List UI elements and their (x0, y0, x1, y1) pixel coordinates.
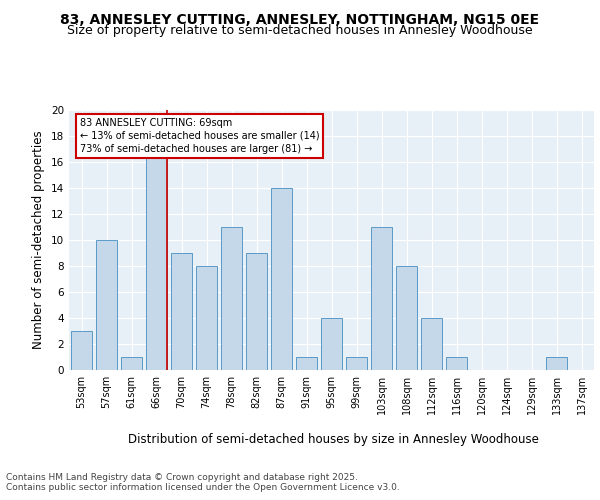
Text: 83 ANNESLEY CUTTING: 69sqm
← 13% of semi-detached houses are smaller (14)
73% of: 83 ANNESLEY CUTTING: 69sqm ← 13% of semi… (79, 118, 319, 154)
Text: 83, ANNESLEY CUTTING, ANNESLEY, NOTTINGHAM, NG15 0EE: 83, ANNESLEY CUTTING, ANNESLEY, NOTTINGH… (61, 12, 539, 26)
Bar (246, 253, 267, 370)
Y-axis label: Number of semi-detached properties: Number of semi-detached properties (32, 130, 46, 350)
Bar (421, 318, 442, 370)
Bar (271, 188, 292, 370)
Bar (396, 266, 417, 370)
Bar (321, 318, 342, 370)
Bar (171, 253, 192, 370)
Bar (96, 240, 117, 370)
Bar (296, 357, 317, 370)
Text: Contains HM Land Registry data © Crown copyright and database right 2025.
Contai: Contains HM Land Registry data © Crown c… (6, 472, 400, 492)
Bar (221, 227, 242, 370)
Bar (446, 357, 467, 370)
Bar (146, 149, 167, 370)
Bar (546, 357, 567, 370)
Text: Distribution of semi-detached houses by size in Annesley Woodhouse: Distribution of semi-detached houses by … (128, 432, 538, 446)
Bar (346, 357, 367, 370)
Bar (121, 357, 142, 370)
Bar (196, 266, 217, 370)
Bar (71, 331, 92, 370)
Bar (371, 227, 392, 370)
Text: Size of property relative to semi-detached houses in Annesley Woodhouse: Size of property relative to semi-detach… (67, 24, 533, 37)
